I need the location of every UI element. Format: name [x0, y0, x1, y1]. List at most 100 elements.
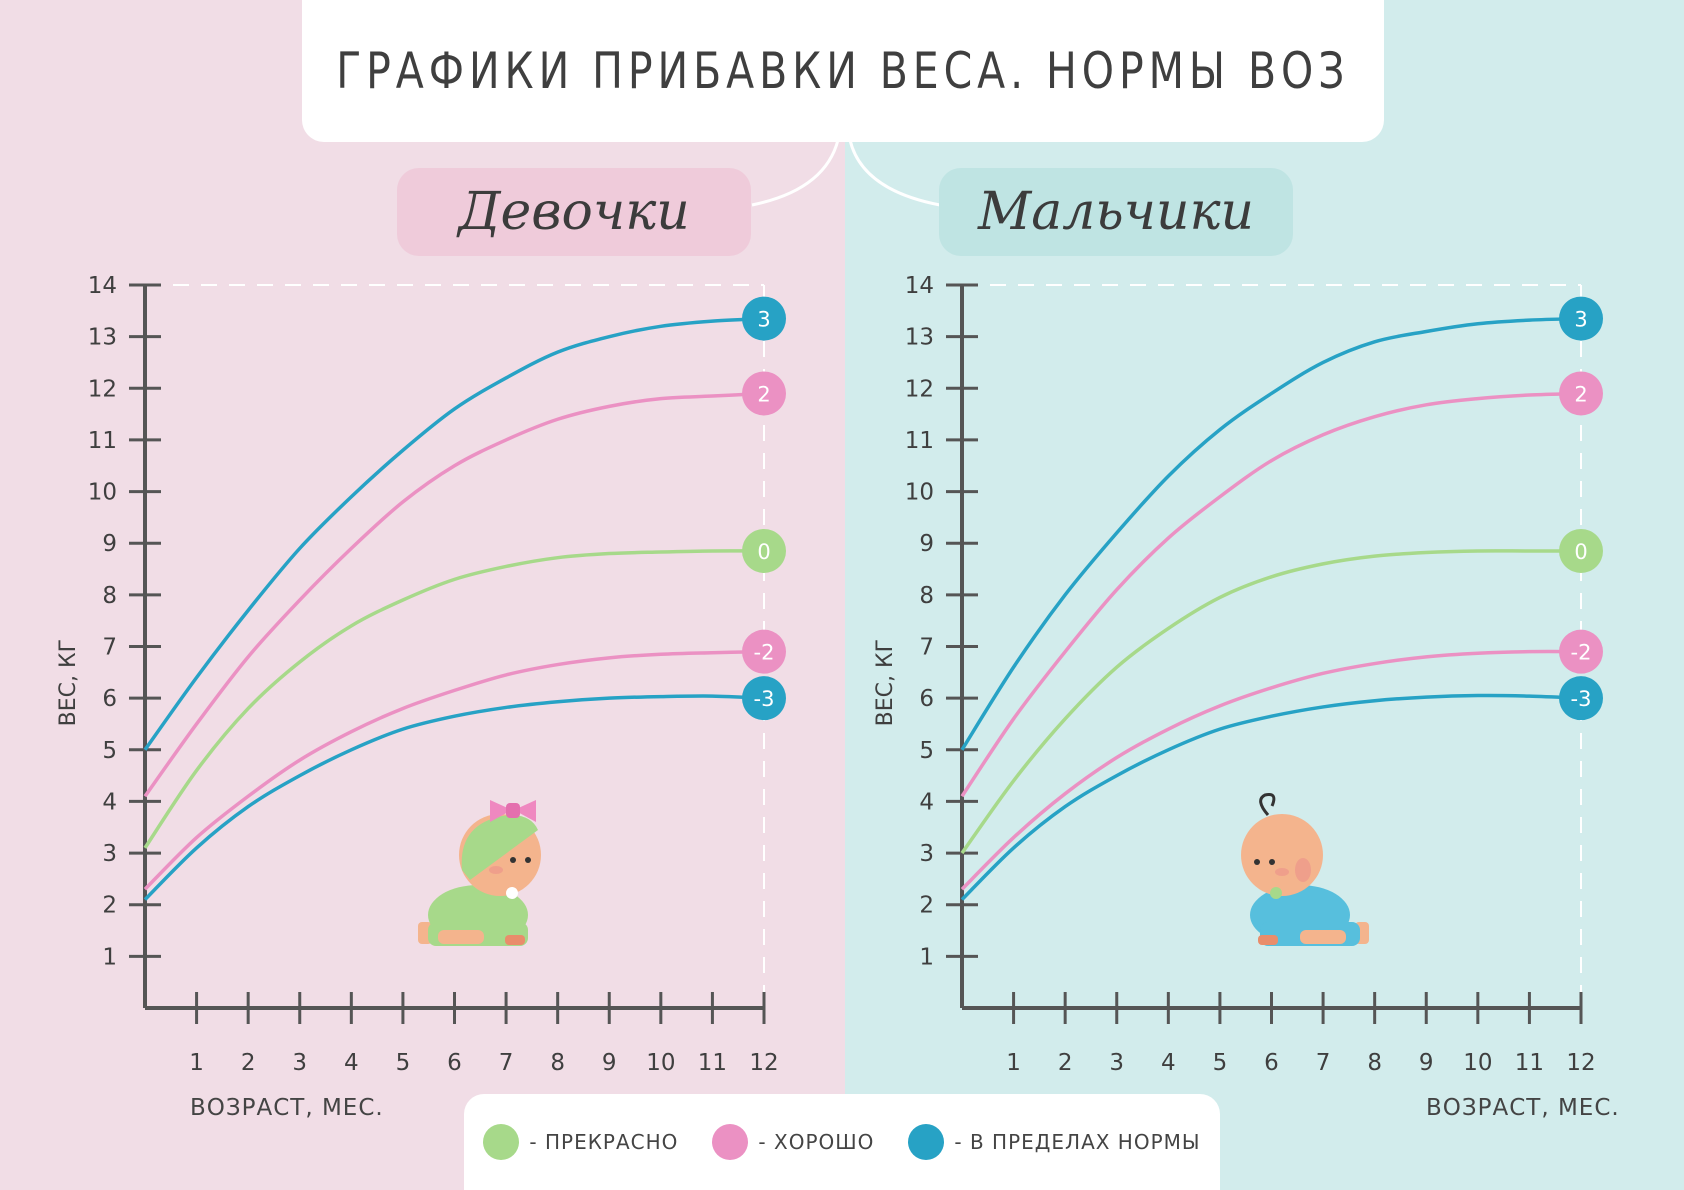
boys-y-axis-label: ВЕС, КГ — [873, 639, 898, 726]
boys-y-tick-label: 2 — [919, 893, 934, 919]
boys-series-line-0 — [960, 316, 1582, 751]
boys-series-name-label: -2 — [1571, 641, 1592, 665]
girls-y-tick-label: 3 — [102, 841, 117, 867]
girls-series-line-0 — [143, 316, 765, 751]
girls-y-tick-label: 8 — [102, 583, 117, 609]
girls-x-tick-label: 10 — [646, 1050, 675, 1076]
girls-chart-title: Девочки — [458, 182, 690, 242]
girls-series-name-label: -3 — [754, 687, 775, 711]
girls-x-tick-label: 9 — [602, 1050, 617, 1076]
boys-x-axis-label: ВОЗРАСТ, МЕС. — [1426, 1095, 1620, 1121]
girls-x-tick-label: 3 — [292, 1050, 307, 1076]
girls-y-tick-label: 13 — [88, 325, 117, 351]
girls-series-line-3 — [143, 649, 765, 891]
boys-series-end-marker-1 — [1559, 371, 1603, 416]
boys-chart-title: Мальчики — [977, 182, 1255, 242]
girls-series-name-label: 0 — [757, 540, 770, 564]
boys-y-tick-label: 1 — [919, 944, 934, 970]
girls-chart-title-card: Девочки — [397, 168, 751, 256]
boys-y-tick-label: 3 — [919, 841, 934, 867]
green-dot-icon — [483, 1124, 520, 1160]
girls-x-tick-label: 6 — [447, 1050, 462, 1076]
boys-x-tick-label: 3 — [1109, 1050, 1124, 1076]
boys-series-line-4 — [960, 693, 1582, 901]
legend-item-normal: - В ПРЕДЕЛАХ НОРМЫ — [908, 1124, 1200, 1160]
girls-series-line-4 — [143, 694, 765, 901]
boys-x-tick-label: 2 — [1058, 1050, 1073, 1076]
boys-series-name-label: 0 — [1574, 540, 1587, 564]
boys-series-name-label: 3 — [1574, 308, 1587, 332]
boys-x-tick-label: 9 — [1419, 1050, 1434, 1076]
blue-dot-icon — [908, 1124, 945, 1160]
girls-y-tick-label: 7 — [102, 635, 117, 661]
girls-y-tick-label: 10 — [88, 480, 117, 506]
girls-series-name-label: -2 — [754, 641, 775, 665]
boys-y-tick-label: 14 — [905, 273, 934, 299]
girls-x-tick-label: 12 — [749, 1050, 778, 1076]
page-title: ГРАФИКИ ПРИБАВКИ ВЕСА. НОРМЫ ВОЗ — [336, 42, 1350, 100]
boys-x-tick-label: 1 — [1006, 1050, 1021, 1076]
legend-label: - ХОРОШО — [758, 1130, 875, 1154]
legend-item-good: - ХОРОШО — [712, 1124, 874, 1160]
boys-series-line-2 — [960, 549, 1581, 855]
girls-series-end-marker-4 — [742, 676, 786, 721]
boys-series-line-1 — [960, 391, 1582, 798]
girls-series-line-1 — [143, 391, 765, 798]
boys-x-tick-label: 6 — [1264, 1050, 1279, 1076]
boys-x-tick-label: 10 — [1463, 1050, 1492, 1076]
girls-series-name-label: 3 — [757, 308, 770, 332]
boys-y-tick-label: 4 — [919, 789, 934, 815]
title-card: ГРАФИКИ ПРИБАВКИ ВЕСА. НОРМЫ ВОЗ — [302, 0, 1384, 142]
boys-series-end-marker-3 — [1559, 629, 1603, 674]
boys-y-tick-label: 5 — [919, 738, 934, 764]
girls-y-tick-label: 2 — [102, 893, 117, 919]
boys-series-name-label: -3 — [1571, 687, 1592, 711]
pink-dot-icon — [712, 1124, 749, 1160]
boys-series-line-3 — [960, 649, 1582, 891]
girls-series-end-marker-3 — [742, 629, 786, 674]
boys-y-tick-label: 10 — [905, 480, 934, 506]
girls-x-tick-label: 2 — [241, 1050, 256, 1076]
girls-x-tick-label: 4 — [344, 1050, 359, 1076]
girls-y-tick-label: 1 — [102, 944, 117, 970]
boys-y-tick-label: 7 — [919, 635, 934, 661]
girl-baby-icon — [418, 800, 541, 946]
girls-x-tick-label: 8 — [550, 1050, 565, 1076]
girls-series-name-label: 2 — [757, 382, 770, 406]
girls-series-end-marker-0 — [742, 296, 786, 341]
legend: - ПРЕКРАСНО - ХОРОШО - В ПРЕДЕЛАХ НОРМЫ — [464, 1094, 1220, 1190]
girls-series-end-marker-2 — [742, 528, 786, 573]
girls-y-tick-label: 12 — [88, 376, 117, 402]
boys-series-end-marker-2 — [1559, 528, 1603, 573]
boys-y-tick-label: 9 — [919, 531, 934, 557]
boys-x-tick-label: 11 — [1515, 1050, 1544, 1076]
legend-label: - В ПРЕДЕЛАХ НОРМЫ — [954, 1130, 1201, 1154]
boys-series-end-marker-4 — [1559, 676, 1603, 721]
boys-y-tick-label: 6 — [919, 686, 934, 712]
legend-item-excellent: - ПРЕКРАСНО — [483, 1124, 678, 1160]
boys-y-tick-label: 11 — [905, 428, 934, 454]
girls-y-tick-label: 9 — [102, 531, 117, 557]
girls-x-tick-label: 7 — [499, 1050, 514, 1076]
boys-x-tick-label: 12 — [1566, 1050, 1595, 1076]
boys-chart-title-card: Мальчики — [939, 168, 1293, 256]
girls-series-end-marker-1 — [742, 371, 786, 416]
girls-y-axis-label: ВЕС, КГ — [56, 639, 81, 726]
girls-y-tick-label: 14 — [88, 273, 117, 299]
boys-series-end-marker-0 — [1559, 296, 1603, 341]
girls-y-tick-label: 5 — [102, 738, 117, 764]
boys-x-tick-label: 8 — [1367, 1050, 1382, 1076]
boys-series-name-label: 2 — [1574, 382, 1587, 406]
boys-y-tick-label: 8 — [919, 583, 934, 609]
girls-y-tick-label: 11 — [88, 428, 117, 454]
girls-x-tick-label: 1 — [189, 1050, 204, 1076]
girls-x-axis-label: ВОЗРАСТ, МЕС. — [190, 1095, 384, 1121]
boys-x-tick-label: 5 — [1213, 1050, 1228, 1076]
boys-y-tick-label: 13 — [905, 325, 934, 351]
girls-x-tick-label: 11 — [698, 1050, 727, 1076]
girls-x-tick-label: 5 — [396, 1050, 411, 1076]
